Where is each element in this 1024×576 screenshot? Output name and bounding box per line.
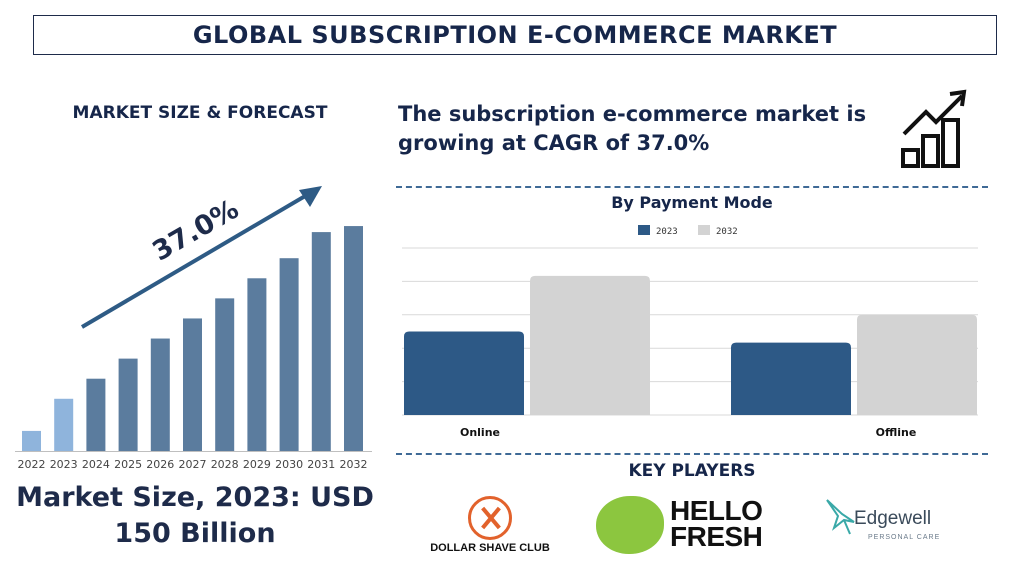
year-label-2032: 2032	[340, 458, 368, 471]
category-label-offline: Offline	[876, 426, 917, 439]
lime-icon	[596, 496, 664, 554]
year-label-2028: 2028	[211, 458, 239, 471]
forecast-bar-2026	[150, 338, 170, 451]
year-label-2029: 2029	[243, 458, 271, 471]
forecast-bar-2028	[215, 298, 235, 451]
category-label-online: Online	[460, 426, 500, 439]
hummingbird-icon	[826, 499, 855, 535]
forecast-bar-2031	[311, 232, 331, 451]
divider-bottom	[396, 453, 988, 455]
year-label-2031: 2031	[307, 458, 335, 471]
cagr-annotation: 37.0%	[147, 194, 244, 268]
legend-label-2032: 2032	[716, 227, 738, 237]
year-label-2024: 2024	[82, 458, 110, 471]
market-size-text: Market Size, 2023: USD 150 Billion	[0, 480, 390, 552]
divider-top	[396, 186, 988, 188]
edgewell-name: Edgewell	[854, 508, 932, 529]
year-label-2023: 2023	[50, 458, 78, 471]
market-size-chart: 2022 2023 2024 2025 2026 2027 2028 2029 2030 2031…	[15, 186, 372, 471]
payment-bar-online-2032	[530, 275, 650, 415]
payment-chart-title: By Payment Mode	[611, 193, 773, 212]
forecast-bar-2027	[183, 318, 202, 451]
key-players-title: KEY PLAYERS	[628, 461, 756, 481]
payment-bar-offline-2023	[731, 342, 851, 415]
edgewell-logo: Edgewell PERSONAL CARE	[824, 496, 964, 548]
cagr-statement: The subscription e-commerce market is gr…	[398, 100, 868, 158]
forecast-bar-2032	[344, 226, 363, 451]
year-label-2027: 2027	[179, 458, 207, 471]
icon-trend-line	[902, 94, 964, 136]
forecast-bar-2029	[247, 278, 267, 451]
icon-bar-3	[941, 118, 960, 168]
dsc-emblem-icon	[468, 496, 512, 540]
hello-fresh-logo: HELLO FRESH	[596, 496, 776, 556]
year-label-2022: 2022	[18, 458, 46, 471]
growth-chart-icon	[901, 89, 967, 168]
forecast-bar-2022	[22, 430, 41, 451]
legend-label-2023: 2023	[656, 227, 678, 237]
payment-bar-offline-2032	[857, 314, 977, 415]
icon-trend-arrowhead	[949, 89, 967, 107]
dollar-shave-club-logo: DOLLAR SHAVE CLUB	[428, 496, 552, 560]
cagr-line1: The subscription e-commerce market is	[398, 102, 867, 126]
forecast-bar-2025	[118, 358, 138, 451]
payment-bar-online-2023	[404, 331, 524, 415]
edgewell-subtitle: PERSONAL CARE	[868, 534, 941, 541]
year-label-2030: 2030	[275, 458, 303, 471]
cagr-line2: growing at CAGR of 37.0%	[398, 131, 710, 155]
payment-mode-chart: 2023 2032 Online Offline	[402, 225, 978, 439]
title-box: GLOBAL SUBSCRIPTION E-COMMERCE MARKET	[33, 15, 997, 55]
growth-arrowhead	[299, 186, 322, 207]
growth-arrow-line	[80, 190, 314, 329]
page-title: GLOBAL SUBSCRIPTION E-COMMERCE MARKET	[192, 21, 838, 49]
market-size-line2: 150 Billion	[114, 518, 276, 549]
year-label-2025: 2025	[114, 458, 142, 471]
forecast-bar-2023	[54, 398, 74, 451]
market-size-heading: MARKET SIZE & FORECAST	[72, 103, 328, 123]
legend-swatch-2032	[698, 225, 710, 235]
forecast-bar-2024	[86, 378, 106, 451]
icon-bar-2	[921, 134, 940, 168]
year-label-2026: 2026	[146, 458, 174, 471]
hello-fresh-text: HELLO FRESH	[670, 495, 763, 552]
icon-bar-1	[901, 148, 920, 168]
forecast-bar-2030	[279, 258, 299, 451]
dsc-logo-text: DOLLAR SHAVE CLUB	[430, 542, 550, 554]
legend-swatch-2023	[638, 225, 650, 235]
market-size-line1: Market Size, 2023: USD	[16, 482, 374, 513]
